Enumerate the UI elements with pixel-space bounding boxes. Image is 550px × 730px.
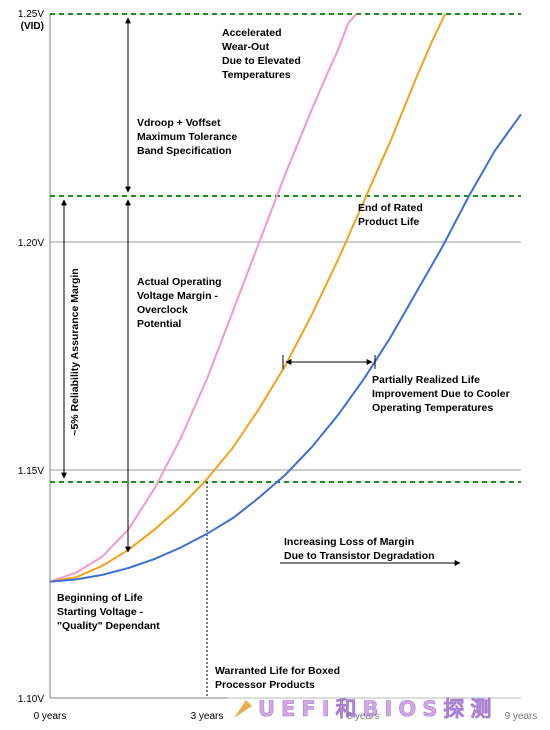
x-tick-label-9: 9 years: [505, 711, 538, 722]
annotation-vdroop: Vdroop + Voffset Maximum Tolerance Band …: [137, 117, 240, 157]
y-tick-label-125: 1.25V: [18, 9, 44, 20]
watermark-text: UEFI和BIOS探测: [258, 697, 497, 721]
y-tick-label-120: 1.20V: [18, 238, 44, 249]
x-tick-label-6: 6 years: [347, 711, 380, 722]
x-tick-label-3: 3 years: [191, 711, 224, 722]
y-tick-label-110: 1.10V: [18, 694, 44, 705]
annotation-end-of-life: End of Rated Product Life: [358, 202, 426, 228]
watermark-logo: UEFI和BIOS探测: [228, 693, 540, 723]
rocket-icon: [234, 700, 252, 718]
series-line-orange: [49, 13, 447, 583]
annotation-accelerated: Accelerated Wear-Out Due to Elevated Tem…: [222, 27, 304, 81]
annotation-partially: Partially Realized Life Improvement Due …: [372, 374, 513, 414]
y-tick-sublabel-vid: (VID): [21, 21, 44, 32]
series-line-pink: [49, 13, 357, 583]
annotation-warranted: Warranted Life for Boxed Processor Produ…: [215, 665, 343, 691]
series-line-blue: [49, 113, 522, 583]
annotation-actual-margin: Actual Operating Voltage Margin - Overcl…: [137, 276, 225, 330]
annotation-beginning: Beginning of Life Starting Voltage - "Qu…: [57, 592, 160, 632]
annotation-increasing: Increasing Loss of Margin Due to Transis…: [284, 536, 435, 562]
y-tick-label-115: 1.15V: [18, 466, 44, 477]
x-tick-label-0: 0 years: [34, 711, 67, 722]
annotation-reliability: ~5% Reliability Assurance Margin: [69, 268, 81, 435]
